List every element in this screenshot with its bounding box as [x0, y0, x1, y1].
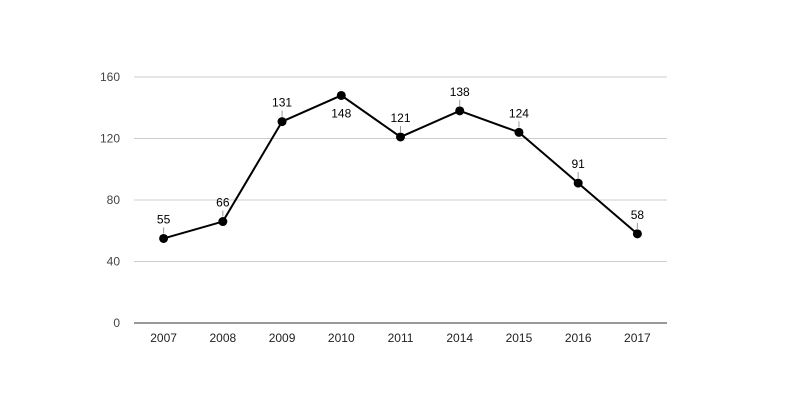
- data-point: [632, 229, 642, 239]
- x-tick-label: 2010: [328, 331, 355, 345]
- x-tick-label: 2014: [446, 331, 473, 345]
- grid-layer: [134, 76, 667, 262]
- data-label: 138: [450, 85, 470, 99]
- x-tick-label: 2011: [388, 331, 414, 345]
- y-tick-label: 120: [100, 132, 120, 146]
- data-point: [159, 233, 169, 243]
- data-label: 121: [390, 111, 410, 125]
- data-label: 124: [509, 106, 529, 120]
- x-tick-label: 2009: [269, 331, 296, 345]
- y-tick-label: 40: [107, 255, 121, 269]
- data-label: 58: [631, 208, 645, 222]
- x-tick-label: 2015: [506, 331, 533, 345]
- series-layer: [159, 90, 642, 243]
- data-label: 91: [571, 157, 585, 171]
- data-label: 148: [331, 106, 351, 120]
- x-tick-label: 2007: [150, 331, 177, 345]
- data-point: [514, 127, 524, 137]
- data-point: [455, 106, 465, 116]
- data-label: 66: [216, 196, 230, 210]
- y-tick-label: 160: [100, 70, 120, 84]
- data-point: [218, 217, 228, 227]
- y-tick-label: 80: [107, 193, 121, 207]
- axis-layer: 0 40 80 120 160 2007 2008 2009 2010 2011 2014 2015 2…: [100, 70, 667, 345]
- y-tick-label: 0: [113, 316, 120, 330]
- x-tick-label: 2017: [624, 331, 651, 345]
- x-tick-label: 2016: [565, 331, 592, 345]
- data-label: 55: [157, 212, 171, 226]
- data-point: [573, 178, 583, 188]
- data-point: [336, 90, 346, 100]
- data-point: [396, 132, 405, 142]
- x-tick-label: 2008: [209, 331, 236, 345]
- data-label: 131: [272, 96, 292, 110]
- label-layer: 55 66 131 148 121 138 124 91 58: [157, 85, 644, 234]
- data-point: [277, 117, 287, 127]
